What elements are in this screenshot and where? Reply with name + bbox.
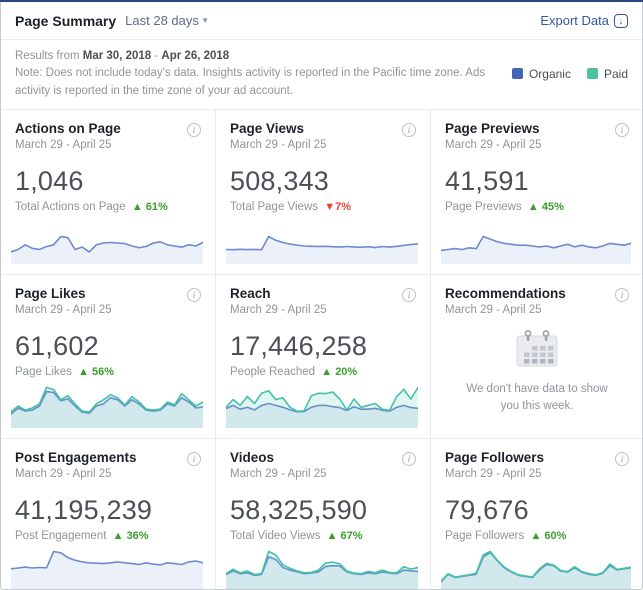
results-note: Results from Mar 30, 2018 - Apr 26, 2018… — [15, 48, 500, 100]
card-page-followers[interactable]: Page Followers March 29 - April 25 i 79,… — [431, 437, 642, 589]
results-end-date: Apr 26, 2018 — [161, 50, 230, 62]
info-icon[interactable]: i — [615, 287, 629, 302]
metric-value: 1,046 — [15, 165, 84, 196]
metric-delta: ▲ 45% — [527, 200, 564, 213]
calendar-icon — [516, 329, 558, 366]
card-title: Videos — [230, 449, 275, 465]
legend-paid-label: Paid — [603, 66, 628, 81]
sparkline-chart — [11, 382, 203, 428]
sparkline-chart — [226, 382, 418, 428]
no-data-message: We don't have data to show you this week… — [466, 382, 608, 412]
info-icon[interactable]: i — [615, 451, 629, 466]
card-date-range: March 29 - April 25 — [445, 138, 542, 151]
metric-label: Total Video Views — [230, 529, 321, 542]
card-date-range: March 29 - April 25 — [445, 303, 542, 316]
metric-value: 508,343 — [230, 165, 329, 196]
metric-value: 41,195,239 — [15, 494, 153, 525]
info-icon[interactable]: i — [402, 122, 416, 137]
metric-delta: ▲ 20% — [321, 365, 358, 378]
card-reach[interactable]: Reach March 29 - April 25 i 17,446,258 P… — [216, 273, 431, 438]
top-accent-bar — [0, 0, 643, 2]
card-date-range: March 29 - April 25 — [230, 467, 327, 480]
results-start-date: Mar 30, 2018 — [82, 50, 152, 62]
card-page-views[interactable]: Page Views March 29 - April 25 i 508,343… — [216, 109, 431, 274]
card-videos[interactable]: Videos March 29 - April 25 i 58,325,590 … — [216, 437, 431, 589]
card-recommendations[interactable]: Recommendations March 29 - April 25 i — [431, 273, 642, 438]
card-post-engagements[interactable]: Post Engagements March 29 - April 25 i 4… — [1, 437, 216, 589]
page-title: Page Summary — [15, 12, 117, 29]
card-date-range: March 29 - April 25 — [230, 138, 327, 151]
info-icon[interactable]: i — [187, 287, 201, 302]
metric-value: 79,676 — [445, 494, 529, 525]
info-icon[interactable]: i — [402, 287, 416, 302]
sparkline-chart — [226, 231, 418, 264]
legend-organic-label: Organic — [528, 66, 571, 81]
metric-value: 61,602 — [15, 330, 99, 361]
metric-value: 41,591 — [445, 165, 529, 196]
chart-legend: Organic Paid — [511, 66, 628, 81]
sparkline-chart — [441, 231, 631, 264]
card-title: Page Likes — [15, 285, 86, 301]
card-title: Page Previews — [445, 120, 540, 136]
sparkline-chart — [11, 546, 203, 589]
metric-value: 17,446,258 — [230, 330, 368, 361]
card-page-previews[interactable]: Page Previews March 29 - April 25 i 41,5… — [431, 110, 642, 274]
card-date-range: March 29 - April 25 — [230, 303, 327, 316]
legend-organic: Organic — [511, 66, 571, 81]
card-date-range: March 29 - April 25 — [445, 467, 542, 480]
metric-label: Page Likes — [15, 365, 72, 378]
organic-swatch-icon — [511, 68, 523, 80]
metric-label: Page Previews — [445, 200, 522, 213]
results-date-separator: - — [154, 50, 159, 62]
metric-value: 58,325,590 — [230, 494, 368, 525]
date-range-label: Last 28 days — [125, 13, 199, 28]
panel-header: Page Summary Last 28 days ▾ Export Data … — [1, 2, 642, 40]
timezone-note: Note: Does not include today's data. Ins… — [15, 67, 486, 97]
card-title: Post Engagements — [15, 449, 137, 465]
sparkline-chart — [441, 546, 631, 589]
card-title: Actions on Page — [15, 120, 121, 136]
metric-label: Total Page Views — [230, 200, 319, 213]
card-title: Page Followers — [445, 449, 545, 465]
card-date-range: March 29 - April 25 — [15, 303, 112, 316]
download-icon: ↓ — [614, 13, 628, 28]
card-title: Reach — [230, 285, 271, 301]
note-bar: Results from Mar 30, 2018 - Apr 26, 2018… — [1, 40, 642, 110]
info-icon[interactable]: i — [187, 122, 201, 137]
export-data-button[interactable]: Export Data ↓ — [540, 13, 628, 28]
card-title: Recommendations — [445, 285, 566, 301]
metric-delta: ▼7% — [324, 200, 352, 213]
sparkline-chart — [226, 546, 418, 589]
card-title: Page Views — [230, 120, 305, 136]
card-date-range: March 29 - April 25 — [15, 138, 112, 151]
metric-delta: ▲ 56% — [78, 365, 115, 378]
metric-label: Page Followers — [445, 529, 525, 542]
metric-label: Total Actions on Page — [15, 200, 126, 213]
metric-delta: ▲ 60% — [530, 529, 567, 542]
legend-paid: Paid — [586, 66, 628, 81]
info-icon[interactable]: i — [402, 451, 416, 466]
metric-grid: Actions on Page March 29 - April 25 i 1,… — [1, 109, 642, 589]
export-data-label: Export Data — [540, 13, 609, 28]
date-range-selector[interactable]: Last 28 days ▾ — [125, 13, 207, 28]
info-icon[interactable]: i — [615, 122, 629, 137]
sparkline-chart — [11, 231, 203, 264]
metric-delta: ▲ 36% — [112, 529, 149, 542]
card-date-range: March 29 - April 25 — [15, 467, 112, 480]
metric-delta: ▲ 61% — [131, 200, 168, 213]
results-prefix: Results from — [15, 50, 80, 62]
metric-delta: ▲ 67% — [326, 529, 363, 542]
paid-swatch-icon — [586, 68, 598, 80]
card-page-likes[interactable]: Page Likes March 29 - April 25 i 61,602 … — [1, 273, 216, 438]
metric-label: Post Engagement — [15, 529, 107, 542]
card-actions-on-page[interactable]: Actions on Page March 29 - April 25 i 1,… — [1, 109, 216, 274]
metric-label: People Reached — [230, 365, 316, 378]
info-icon[interactable]: i — [187, 451, 201, 466]
chevron-down-icon: ▾ — [202, 15, 208, 25]
